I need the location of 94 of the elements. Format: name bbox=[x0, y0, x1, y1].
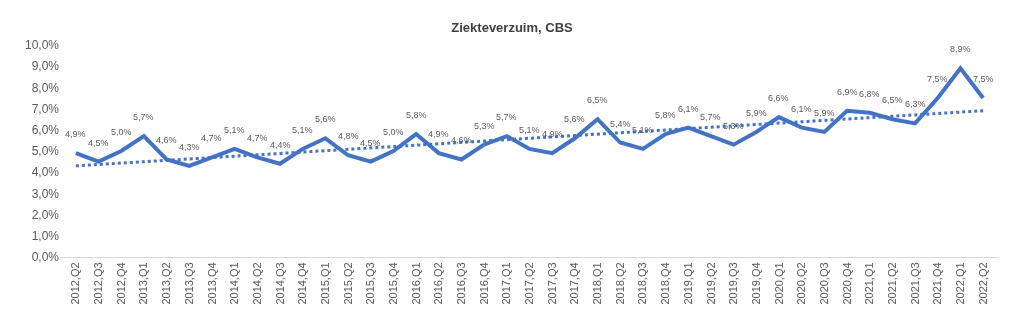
x-tick-label: 2014,Q2 bbox=[250, 262, 263, 305]
data-label: 6,3% bbox=[905, 99, 926, 109]
x-tick-label: 2015,Q3 bbox=[364, 262, 377, 305]
x-tick-label: 2013,Q3 bbox=[182, 262, 195, 305]
y-tick-label: 1,0% bbox=[31, 229, 60, 243]
chart-title: Ziekteverzuim, CBS bbox=[451, 19, 574, 35]
x-tick-label: 2016,Q1 bbox=[409, 262, 422, 305]
x-tick-label: 2020,Q2 bbox=[795, 262, 808, 305]
data-label: 6,5% bbox=[587, 95, 608, 105]
y-tick-label: 6,0% bbox=[31, 123, 60, 137]
y-tick-label: 7,0% bbox=[31, 101, 60, 116]
data-label: 5,3% bbox=[474, 121, 495, 131]
x-tick-label: 2021,Q4 bbox=[931, 262, 944, 305]
data-label: 5,0% bbox=[111, 127, 132, 137]
data-label: 5,1% bbox=[632, 125, 653, 135]
x-tick-label: 2017,Q3 bbox=[545, 262, 558, 305]
x-tick-label: 2019,Q1 bbox=[681, 262, 694, 305]
x-tick-label: 2022,Q2 bbox=[976, 262, 989, 305]
data-label: 5,8% bbox=[406, 110, 427, 120]
data-label: 4,5% bbox=[88, 138, 109, 148]
x-tick-label: 2018,Q4 bbox=[659, 262, 672, 305]
data-label: 5,1% bbox=[519, 125, 540, 135]
data-label: 4,9% bbox=[428, 129, 449, 139]
y-tick-label: 9,0% bbox=[31, 59, 60, 74]
data-label: 5,8% bbox=[655, 110, 676, 120]
data-label: 5,7% bbox=[700, 112, 721, 122]
x-tick-label: 2015,Q1 bbox=[318, 262, 331, 305]
data-label: 6,1% bbox=[791, 104, 812, 114]
data-label: 5,0% bbox=[383, 127, 404, 137]
x-tick-label: 2016,Q4 bbox=[477, 262, 490, 305]
data-label: 6,1% bbox=[678, 104, 699, 114]
y-tick-label: 8,0% bbox=[31, 80, 60, 95]
x-tick-label: 2013,Q1 bbox=[137, 262, 150, 305]
data-label: 4,5% bbox=[360, 138, 381, 148]
x-tick-label: 2012,Q3 bbox=[92, 262, 105, 305]
data-label: 4,8% bbox=[338, 131, 359, 141]
x-tick-label: 2015,Q4 bbox=[386, 262, 399, 305]
data-label: 4,3% bbox=[179, 142, 200, 152]
data-label: 7,5% bbox=[973, 74, 994, 84]
data-label: 5,4% bbox=[610, 119, 631, 129]
data-label: 5,6% bbox=[315, 114, 336, 124]
x-tick-label: 2020,Q1 bbox=[772, 262, 785, 305]
data-label: 4,9% bbox=[65, 129, 86, 139]
x-tick-label: 2016,Q3 bbox=[455, 262, 468, 305]
x-tick-label: 2020,Q3 bbox=[817, 262, 830, 305]
data-label: 8,9% bbox=[950, 44, 971, 54]
x-tick-label: 2019,Q4 bbox=[749, 262, 762, 305]
data-label: 6,6% bbox=[768, 93, 789, 103]
x-tick-label: 2014,Q1 bbox=[228, 262, 241, 305]
data-label: 4,4% bbox=[270, 140, 291, 150]
y-tick-label: 0,0% bbox=[31, 250, 60, 265]
x-tick-label: 2015,Q2 bbox=[341, 262, 354, 305]
x-tick-label: 2014,Q3 bbox=[273, 262, 286, 305]
data-label: 4,6% bbox=[451, 135, 472, 145]
x-tick-label: 2018,Q3 bbox=[636, 262, 649, 305]
y-tick-label: 10,0% bbox=[24, 38, 60, 53]
data-label: 5,9% bbox=[814, 108, 835, 118]
data-label: 6,8% bbox=[859, 89, 880, 99]
y-tick-label: 2,0% bbox=[31, 207, 60, 222]
data-label: 5,1% bbox=[292, 125, 313, 135]
data-label: 4,6% bbox=[156, 135, 177, 145]
data-label: 5,6% bbox=[564, 114, 585, 124]
x-tick-label: 2018,Q2 bbox=[613, 262, 626, 305]
x-tick-label: 2017,Q2 bbox=[523, 262, 536, 305]
x-tick-label: 2022,Q1 bbox=[954, 262, 967, 305]
x-tick-label: 2017,Q4 bbox=[568, 262, 581, 305]
x-tick-label: 2020,Q4 bbox=[840, 262, 853, 305]
data-label: 6,9% bbox=[837, 87, 858, 97]
y-tick-label: 5,0% bbox=[31, 144, 60, 159]
data-label: 6,5% bbox=[882, 95, 903, 105]
x-tick-label: 2016,Q2 bbox=[432, 262, 445, 305]
data-label: 5,1% bbox=[224, 125, 245, 135]
data-label: 4,7% bbox=[247, 133, 268, 143]
x-tick-label: 2021,Q2 bbox=[885, 262, 898, 305]
x-tick-label: 2013,Q4 bbox=[205, 262, 218, 305]
data-label: 5,7% bbox=[133, 112, 154, 122]
y-tick-label: 3,0% bbox=[31, 186, 60, 201]
y-tick-label: 4,0% bbox=[31, 165, 60, 180]
data-label: 5,9% bbox=[746, 108, 767, 118]
x-tick-label: 2012,Q2 bbox=[69, 262, 82, 305]
data-label: 5,3% bbox=[723, 121, 744, 131]
x-tick-label: 2012,Q4 bbox=[114, 262, 127, 305]
x-tick-label: 2017,Q1 bbox=[500, 262, 513, 305]
x-tick-label: 2019,Q2 bbox=[704, 262, 717, 305]
x-tick-label: 2019,Q3 bbox=[727, 262, 740, 305]
x-tick-label: 2021,Q1 bbox=[863, 262, 876, 305]
x-tick-label: 2021,Q3 bbox=[908, 262, 921, 305]
data-label: 5,7% bbox=[496, 112, 517, 122]
x-tick-label: 2014,Q4 bbox=[296, 262, 309, 305]
data-label: 7,5% bbox=[927, 74, 948, 84]
data-label: 4,9% bbox=[542, 129, 563, 139]
data-label: 4,7% bbox=[201, 133, 222, 143]
x-tick-label: 2013,Q2 bbox=[160, 262, 173, 305]
x-tick-label: 2018,Q1 bbox=[591, 262, 604, 305]
